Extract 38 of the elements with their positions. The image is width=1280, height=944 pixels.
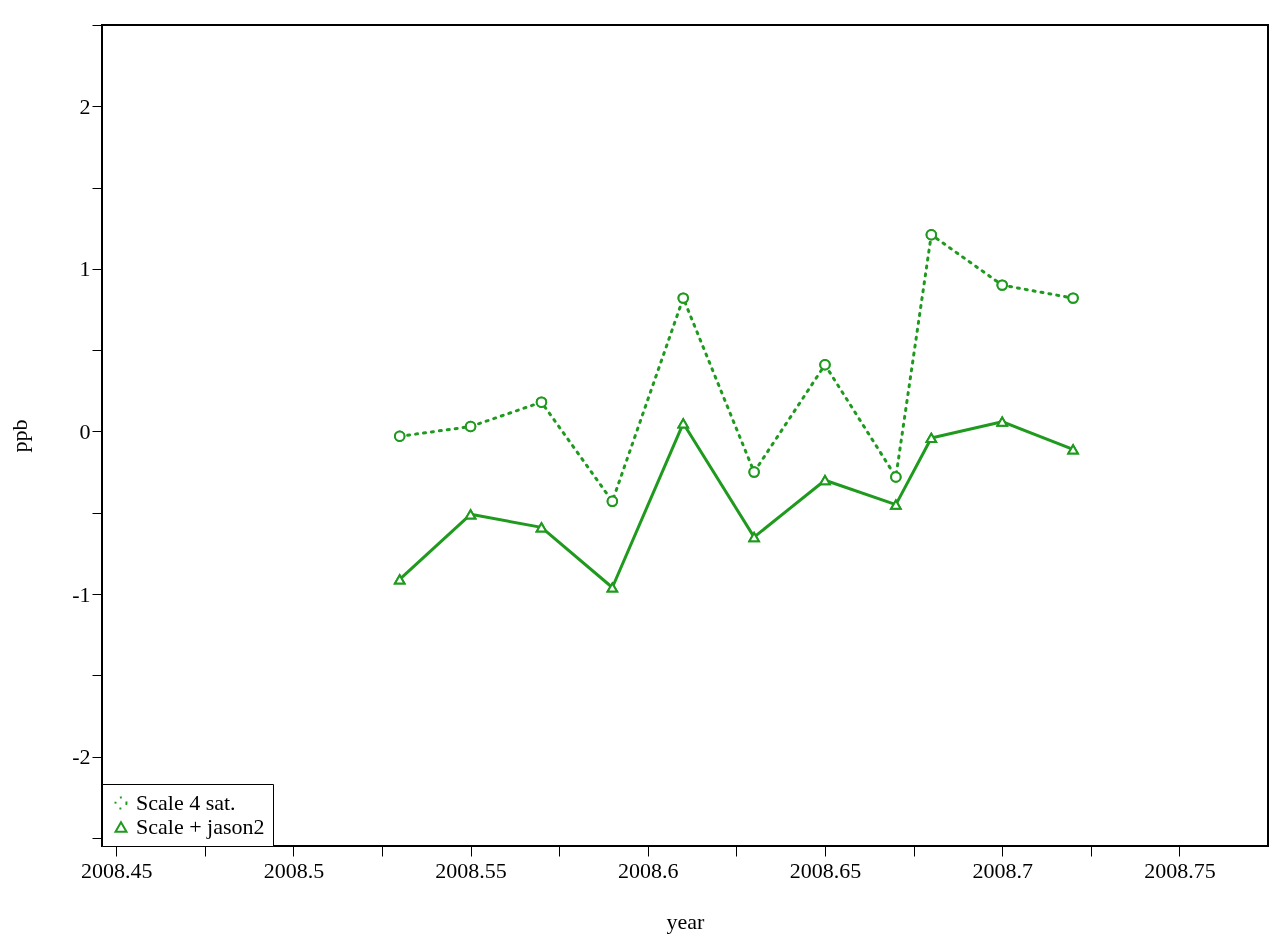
- legend-label: Scale 4 sat.: [136, 790, 236, 815]
- point: [393, 430, 406, 443]
- point: [535, 396, 548, 408]
- y-axis-title: ppb: [7, 419, 33, 453]
- point: [606, 495, 619, 508]
- legend-label: Scale + jason2: [136, 814, 265, 839]
- point: [535, 522, 548, 533]
- x-axis-title: year: [666, 908, 706, 934]
- point: [925, 228, 938, 241]
- y-tick-label: -1: [72, 581, 91, 607]
- point: [1067, 444, 1079, 455]
- point: [677, 292, 689, 304]
- point: [464, 420, 477, 433]
- point: [393, 574, 406, 585]
- point: [925, 432, 938, 444]
- y-tick-label: 2: [79, 93, 91, 119]
- point: [890, 471, 902, 483]
- x-tick-label: 2008.45: [80, 857, 153, 883]
- x-tick-label: 2008.5: [263, 857, 325, 883]
- y-tick-label: 1: [79, 256, 91, 282]
- point: [677, 418, 689, 429]
- x-tick-label: 2008.65: [789, 857, 862, 883]
- point: [819, 475, 831, 486]
- point: [464, 509, 477, 520]
- x-tick-label: 2008.6: [618, 857, 679, 883]
- x-tick-label: 2008.7: [972, 857, 1033, 883]
- point: [996, 416, 1008, 427]
- point: [819, 359, 831, 371]
- point: [996, 279, 1008, 291]
- point: [1067, 292, 1079, 304]
- point: [748, 466, 760, 478]
- point: [606, 582, 619, 593]
- x-tick-label: 2008.75: [1144, 857, 1216, 883]
- y-tick-label: 0: [79, 418, 91, 444]
- y-tick-label: -2: [72, 744, 91, 770]
- point: [748, 532, 760, 543]
- point: [890, 499, 902, 510]
- x-tick-label: 2008.55: [435, 857, 507, 883]
